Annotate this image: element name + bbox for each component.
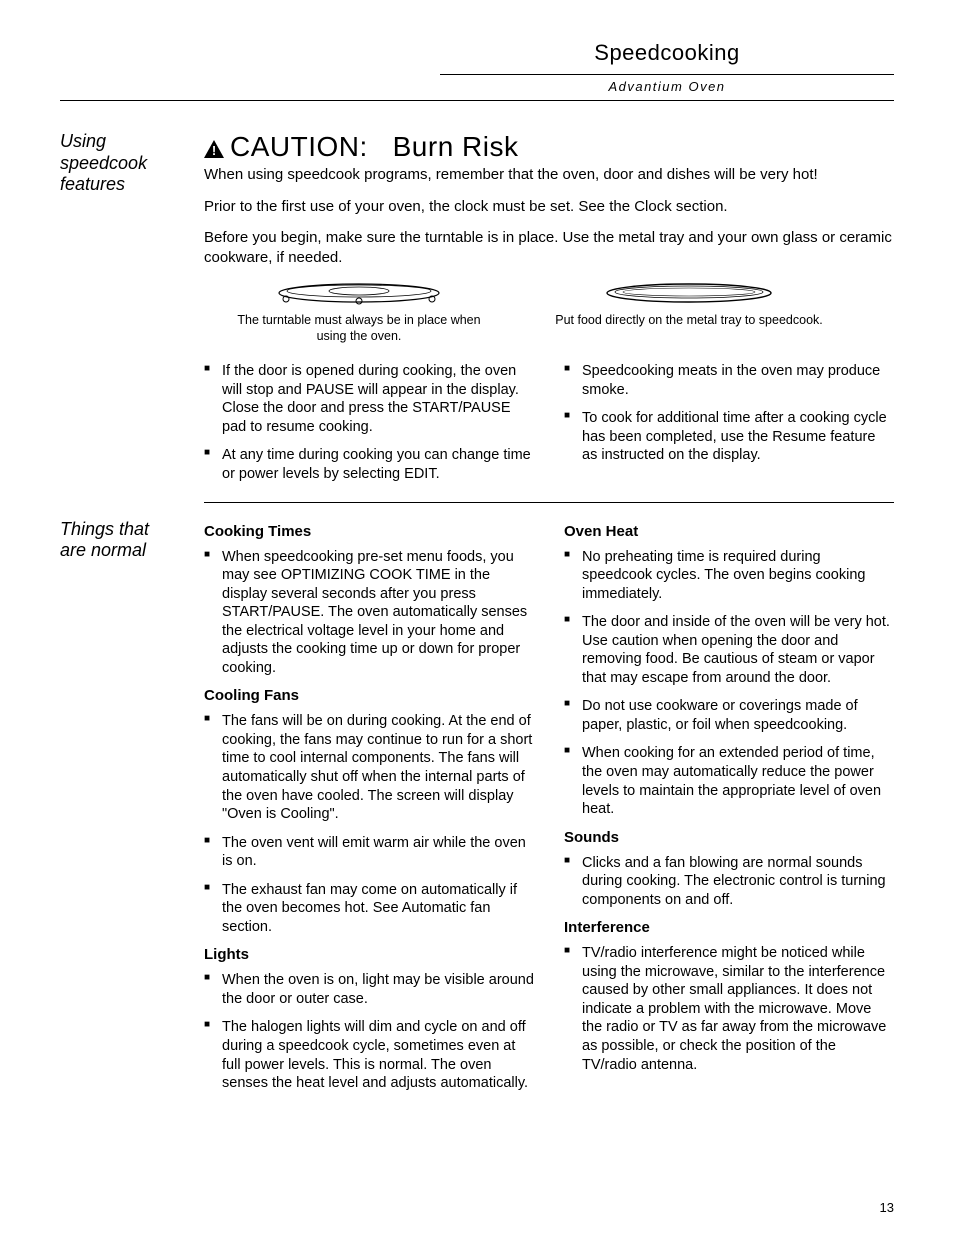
list-item: TV/radio interference might be noticed w… — [564, 944, 894, 1074]
list-item: To cook for additional time after a cook… — [564, 409, 894, 465]
divider — [60, 100, 894, 101]
list-item: At any time during cooking you can chang… — [204, 446, 534, 483]
page-number: 13 — [880, 1200, 894, 1215]
caution-subject: Burn Risk — [393, 131, 519, 162]
list-item: Clicks and a fan blowing are normal soun… — [564, 854, 894, 910]
list-item: No preheating time is required during sp… — [564, 548, 894, 604]
subheading-oven-heat: Oven Heat — [564, 523, 894, 540]
list-item: When cooking for an extended period of t… — [564, 744, 894, 818]
figure-caption: Put food directly on the metal tray to s… — [555, 313, 823, 329]
turntable-icon — [274, 279, 444, 307]
body-paragraph: Prior to the first use of your oven, the… — [204, 197, 894, 217]
caution-label: CAUTION: — [230, 131, 368, 162]
figure-tray: Put food directly on the metal tray to s… — [554, 279, 824, 344]
page-subtitle: Advantium Oven — [440, 79, 894, 94]
subheading-cooking-times: Cooking Times — [204, 523, 534, 540]
svg-text:!: ! — [212, 143, 216, 158]
section-heading-normal: Things that are normal — [60, 519, 180, 562]
tray-icon — [604, 279, 774, 307]
page-title: Speedcooking — [440, 40, 894, 66]
section-heading-using: Using speedcook features — [60, 131, 180, 196]
body-paragraph: Before you begin, make sure the turntabl… — [204, 228, 894, 267]
subheading-cooling-fans: Cooling Fans — [204, 687, 534, 704]
subheading-lights: Lights — [204, 946, 534, 963]
list-item: When speedcooking pre-set menu foods, yo… — [204, 548, 534, 678]
divider — [204, 502, 894, 503]
list-item: The fans will be on during cooking. At t… — [204, 712, 534, 823]
list-item: The halogen lights will dim and cycle on… — [204, 1018, 534, 1092]
list-item: If the door is opened during cooking, th… — [204, 362, 534, 436]
list-item: The door and inside of the oven will be … — [564, 613, 894, 687]
list-item: The oven vent will emit warm air while t… — [204, 834, 534, 871]
figure-caption: The turntable must always be in place wh… — [224, 313, 494, 344]
list-item: The exhaust fan may come on automaticall… — [204, 881, 534, 937]
figure-turntable: The turntable must always be in place wh… — [224, 279, 494, 344]
subheading-sounds: Sounds — [564, 829, 894, 846]
list-item: When the oven is on, light may be visibl… — [204, 971, 534, 1008]
warning-icon: ! — [204, 140, 224, 163]
list-item: Do not use cookware or coverings made of… — [564, 697, 894, 734]
body-paragraph: When using speedcook programs, remember … — [204, 165, 894, 185]
subheading-interference: Interference — [564, 919, 894, 936]
list-item: Speedcooking meats in the oven may produ… — [564, 362, 894, 399]
caution-heading: CAUTION: Burn Risk — [230, 131, 519, 163]
